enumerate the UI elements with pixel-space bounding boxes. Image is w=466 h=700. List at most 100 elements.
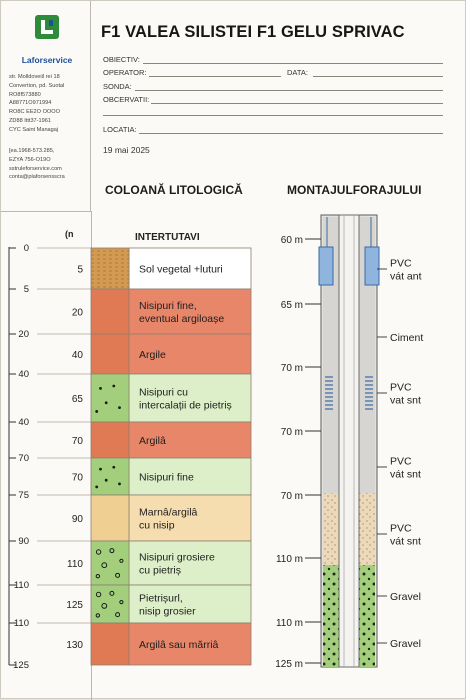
layer-description: Sol vegetal +luturi bbox=[139, 264, 223, 276]
layer-description: Marnâ/argilâ bbox=[139, 507, 198, 519]
field-label-objectiv: OBIECTIV: bbox=[103, 55, 140, 64]
well-component-label: PVC bbox=[390, 258, 412, 270]
well-depth-label: 70 m bbox=[281, 427, 303, 438]
depth-axis-unit: (n bbox=[65, 229, 74, 239]
layer-description-cell bbox=[128, 540, 252, 586]
field-line-locatia[interactable] bbox=[139, 133, 443, 134]
field-label-observatii: OBCERVATII: bbox=[103, 95, 150, 104]
well-depth-label: 125 m bbox=[275, 659, 303, 670]
well-depth-label: 70 m bbox=[281, 491, 303, 502]
layer-description-cell bbox=[128, 622, 252, 666]
well-depth-label: 110 m bbox=[276, 554, 303, 565]
pattern-pebble bbox=[115, 572, 121, 578]
well-component-label: Gravel bbox=[390, 638, 421, 650]
layer-depth: 130 bbox=[66, 640, 83, 651]
depth-scale: 0 5 20 40 40 70 75 90 110 110 125 bbox=[9, 243, 29, 671]
layer-description: Argilâ bbox=[139, 435, 166, 447]
well-depth-labels: 60 m 65 m 70 m 70 m 70 m 110 m 110 m 125 m bbox=[275, 235, 321, 670]
field-line-data[interactable] bbox=[313, 76, 443, 77]
pattern-pebble bbox=[95, 549, 102, 555]
pattern-pebble bbox=[101, 603, 108, 609]
layer-swatch bbox=[90, 622, 130, 666]
layer-description: nisip grosier bbox=[139, 606, 196, 618]
pattern-pebble bbox=[119, 600, 124, 605]
field-line-sonda[interactable] bbox=[135, 90, 443, 91]
pattern-pebble bbox=[101, 562, 108, 569]
company-name: Laforservice bbox=[21, 55, 73, 65]
well-component-label: vát snt bbox=[390, 536, 421, 548]
layer-description: eventual argiloașe bbox=[139, 313, 224, 325]
field-line-observatii-1[interactable] bbox=[151, 103, 443, 104]
layer-description: Nisipuri fine, bbox=[139, 300, 197, 312]
scale-label: 125 bbox=[13, 660, 29, 671]
layer-swatch bbox=[90, 247, 130, 290]
pattern-pebble bbox=[95, 613, 101, 618]
layer-depth: 65 bbox=[72, 394, 84, 405]
layer-depth: 5 bbox=[77, 265, 83, 276]
litho-layer: 130 Argilâ sau mărriâ bbox=[37, 622, 252, 666]
layer-description: Argilâ sau mărriâ bbox=[139, 639, 219, 651]
scale-label: 110 bbox=[14, 618, 29, 629]
layer-description: Nisipuri fine bbox=[139, 472, 194, 484]
scale-label: 20 bbox=[18, 329, 29, 340]
sidebar-bottom-rule bbox=[1, 211, 91, 212]
pattern-pebble bbox=[115, 612, 121, 618]
pattern-dot bbox=[95, 410, 99, 413]
layer-depth: 40 bbox=[72, 350, 84, 361]
layer-swatch bbox=[90, 333, 130, 375]
pattern-dot bbox=[95, 485, 99, 489]
well-depth-label: 60 m bbox=[281, 235, 303, 246]
pattern-pebble bbox=[109, 548, 115, 554]
field-label-operator: OPERATOR: bbox=[103, 68, 147, 77]
scale-label: 70 bbox=[18, 453, 29, 464]
litho-heading: COLOANĂ LITOLOGICĂ bbox=[105, 183, 243, 197]
pattern-dot bbox=[99, 387, 102, 390]
centralizer-block bbox=[364, 246, 380, 286]
field-label-data: DATA: bbox=[287, 68, 308, 77]
well-component-label: Gravel bbox=[390, 591, 421, 603]
pattern-pebble bbox=[109, 590, 115, 596]
scale-label: 40 bbox=[18, 369, 29, 380]
well-component-label: vát snt bbox=[390, 469, 421, 481]
company-sidebar: Laforservice str. Molldoveiil rei 18 Con… bbox=[1, 1, 91, 211]
well-component-label: vát ant bbox=[390, 271, 422, 283]
layer-description-cell bbox=[128, 333, 252, 375]
litho-layer: 70 Nisipuri fine bbox=[37, 457, 252, 496]
well-drawing bbox=[318, 214, 380, 668]
layer-description: Nisipuri cu bbox=[139, 387, 188, 399]
pattern-dot bbox=[99, 467, 102, 471]
company-logo-icon bbox=[35, 15, 59, 39]
field-line-observatii-2[interactable] bbox=[103, 115, 443, 116]
layer-description: Nisipuri grosiere bbox=[139, 552, 215, 564]
pattern-dot bbox=[118, 482, 121, 486]
well-component-label: vat snt bbox=[390, 395, 421, 407]
centralizer-block bbox=[318, 246, 334, 286]
pattern-dot bbox=[112, 465, 116, 469]
well-component-label: Ciment bbox=[390, 332, 423, 344]
pattern-pebble bbox=[95, 574, 101, 579]
well-heading: MONTAJULFORAJULUI bbox=[287, 183, 422, 197]
pattern-dot bbox=[104, 478, 108, 482]
layer-swatch bbox=[90, 373, 130, 423]
field-line-objectiv[interactable] bbox=[143, 63, 443, 64]
log-date: 19 mai 2025 bbox=[103, 145, 150, 155]
company-contact: [ea.1968-573.285, EZYA 756-O19O sstrulef… bbox=[9, 148, 65, 181]
litho-layer: 70 Argilâ bbox=[37, 421, 252, 459]
scale-label: 90 bbox=[18, 536, 29, 547]
field-line-operator[interactable] bbox=[149, 76, 281, 77]
litho-layer: 20 Nisipuri fine,eventual argiloașe bbox=[37, 288, 252, 335]
pattern-pebble bbox=[119, 558, 124, 563]
well-depth-label: 65 m bbox=[281, 300, 303, 311]
well-component-label: PVC bbox=[390, 523, 412, 535]
field-label-locatia: LOCATIA: bbox=[103, 125, 137, 134]
company-address: str. Molldoveiil rei 18 Convertion, pd. … bbox=[9, 74, 65, 133]
layer-swatch bbox=[90, 457, 130, 496]
pattern-pebble bbox=[95, 591, 102, 598]
layer-swatch bbox=[90, 494, 130, 542]
